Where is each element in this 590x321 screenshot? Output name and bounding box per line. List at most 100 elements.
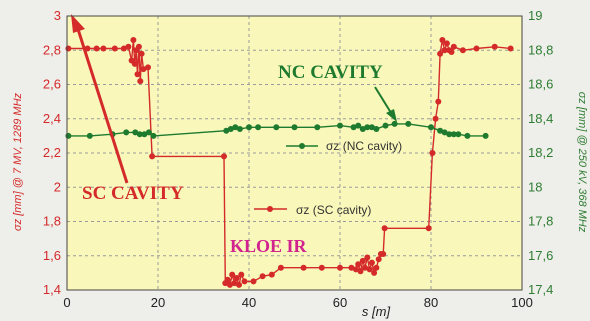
left-tick-label: 1,8 xyxy=(43,214,61,229)
right-tick-label: 18,6 xyxy=(528,77,553,92)
data-point-nc xyxy=(123,129,130,136)
x-tick-label: 20 xyxy=(151,295,165,310)
data-point-sc xyxy=(125,43,132,50)
data-point-sc xyxy=(93,45,100,52)
data-point-nc xyxy=(446,131,453,138)
legend-sc-label: σz (SC cavity) xyxy=(296,203,371,217)
right-axis-ticks: 17,4 17,6 17,8 18 18,2 18,4 18,6 18,8 19 xyxy=(528,8,553,297)
data-point-nc xyxy=(337,122,343,129)
data-point-sc xyxy=(259,273,266,280)
x-axis-label: s [m] xyxy=(362,304,391,319)
kloe-ir-label: KLOE IR xyxy=(230,236,308,256)
data-point-sc xyxy=(134,71,141,78)
data-point-sc xyxy=(130,37,137,43)
data-point-nc xyxy=(405,120,412,127)
x-tick-label: 40 xyxy=(242,295,256,310)
data-point-nc xyxy=(246,124,252,131)
data-point-sc xyxy=(149,153,156,160)
left-tick-label: 2,2 xyxy=(43,145,61,160)
x-axis-ticks: 0 20 40 60 80 100 xyxy=(63,295,532,310)
right-axis-label: σz [mm] @ 250 kV, 368 MHz xyxy=(576,92,588,233)
data-point-sc xyxy=(443,40,450,47)
data-point-nc xyxy=(291,124,298,131)
data-point-sc xyxy=(277,264,284,271)
data-point-sc xyxy=(366,266,373,273)
data-point-nc xyxy=(391,120,398,127)
data-point-sc xyxy=(231,280,238,287)
data-point-nc xyxy=(428,124,434,131)
annotations: SC CAVITY NC CAVITY KLOE IR xyxy=(71,14,397,256)
right-tick-label: 17,8 xyxy=(528,214,553,229)
data-point-sc xyxy=(120,45,127,52)
left-tick-label: 1,4 xyxy=(43,282,61,297)
data-point-nc xyxy=(132,129,139,136)
data-point-sc xyxy=(65,45,72,52)
data-point-sc xyxy=(359,257,366,264)
data-point-nc xyxy=(227,126,234,132)
left-axis-label: σz [mm] @ 7 MV, 1289 MHz xyxy=(12,92,24,231)
right-tick-label: 17,4 xyxy=(528,282,553,297)
data-point-nc xyxy=(368,124,375,131)
data-point-nc xyxy=(437,127,444,134)
sc-cavity-label: SC CAVITY xyxy=(82,183,184,204)
data-point-sc xyxy=(352,266,359,273)
data-point-nc xyxy=(255,124,262,131)
data-point-sc xyxy=(355,261,362,268)
data-point-nc xyxy=(223,127,230,134)
left-tick-label: 3 xyxy=(54,8,61,23)
data-point-sc xyxy=(233,275,240,281)
data-point-nc xyxy=(482,132,489,139)
data-point-sc xyxy=(241,278,248,285)
nc-cavity-label: NC CAVITY xyxy=(278,62,383,83)
data-point-sc xyxy=(375,256,382,263)
left-tick-label: 1,6 xyxy=(43,248,61,263)
data-point-nc xyxy=(136,131,143,138)
data-point-sc xyxy=(425,225,432,232)
data-point-sc xyxy=(448,49,455,55)
left-tick-label: 2,6 xyxy=(43,77,61,92)
data-point-sc xyxy=(381,225,388,232)
data-point-sc xyxy=(429,150,436,156)
x-tick-label: 100 xyxy=(511,295,533,310)
left-tick-label: 2,8 xyxy=(43,42,61,57)
data-point-sc xyxy=(507,45,514,52)
data-point-sc xyxy=(348,264,355,271)
data-point-sc xyxy=(318,264,325,271)
data-point-sc xyxy=(368,259,375,266)
legend-nc-marker xyxy=(299,143,305,149)
x-tick-label: 60 xyxy=(333,295,347,310)
data-point-sc xyxy=(364,254,371,261)
data-point-sc xyxy=(441,47,448,54)
data-point-sc xyxy=(337,264,343,271)
data-point-sc xyxy=(373,264,380,271)
left-tick-label: 2 xyxy=(54,179,61,194)
data-point-sc xyxy=(432,115,439,122)
right-tick-label: 18,8 xyxy=(528,42,553,57)
data-point-sc xyxy=(459,47,466,54)
data-point-sc xyxy=(137,78,144,85)
data-point-sc xyxy=(437,50,444,57)
data-point-nc xyxy=(314,124,321,131)
sc-cavity-arrow xyxy=(75,25,129,184)
data-point-nc xyxy=(65,132,72,139)
data-point-nc xyxy=(236,126,243,132)
legend-sc: σz (SC cavity) xyxy=(254,203,371,217)
data-point-nc xyxy=(373,126,380,132)
data-point-sc xyxy=(362,264,368,271)
data-point-sc xyxy=(371,269,378,276)
x-tick-label: 0 xyxy=(63,295,70,310)
right-tick-label: 17,6 xyxy=(528,248,553,263)
left-axis-ticks: 1,4 1,6 1,8 2 2,2 2,4 2,6 2,8 3 xyxy=(43,8,61,297)
data-point-sc xyxy=(250,278,257,285)
data-point-nc xyxy=(364,124,371,131)
legend-nc: σz (NC cavity) xyxy=(286,139,402,153)
data-point-sc xyxy=(268,271,275,278)
data-point-nc xyxy=(355,122,362,129)
data-point-sc xyxy=(138,50,145,57)
right-tick-label: 18,2 xyxy=(528,145,553,160)
data-point-nc xyxy=(450,131,457,138)
legend-nc-label: σz (NC cavity) xyxy=(326,139,402,153)
data-point-sc xyxy=(435,98,442,105)
data-point-nc xyxy=(145,129,152,136)
